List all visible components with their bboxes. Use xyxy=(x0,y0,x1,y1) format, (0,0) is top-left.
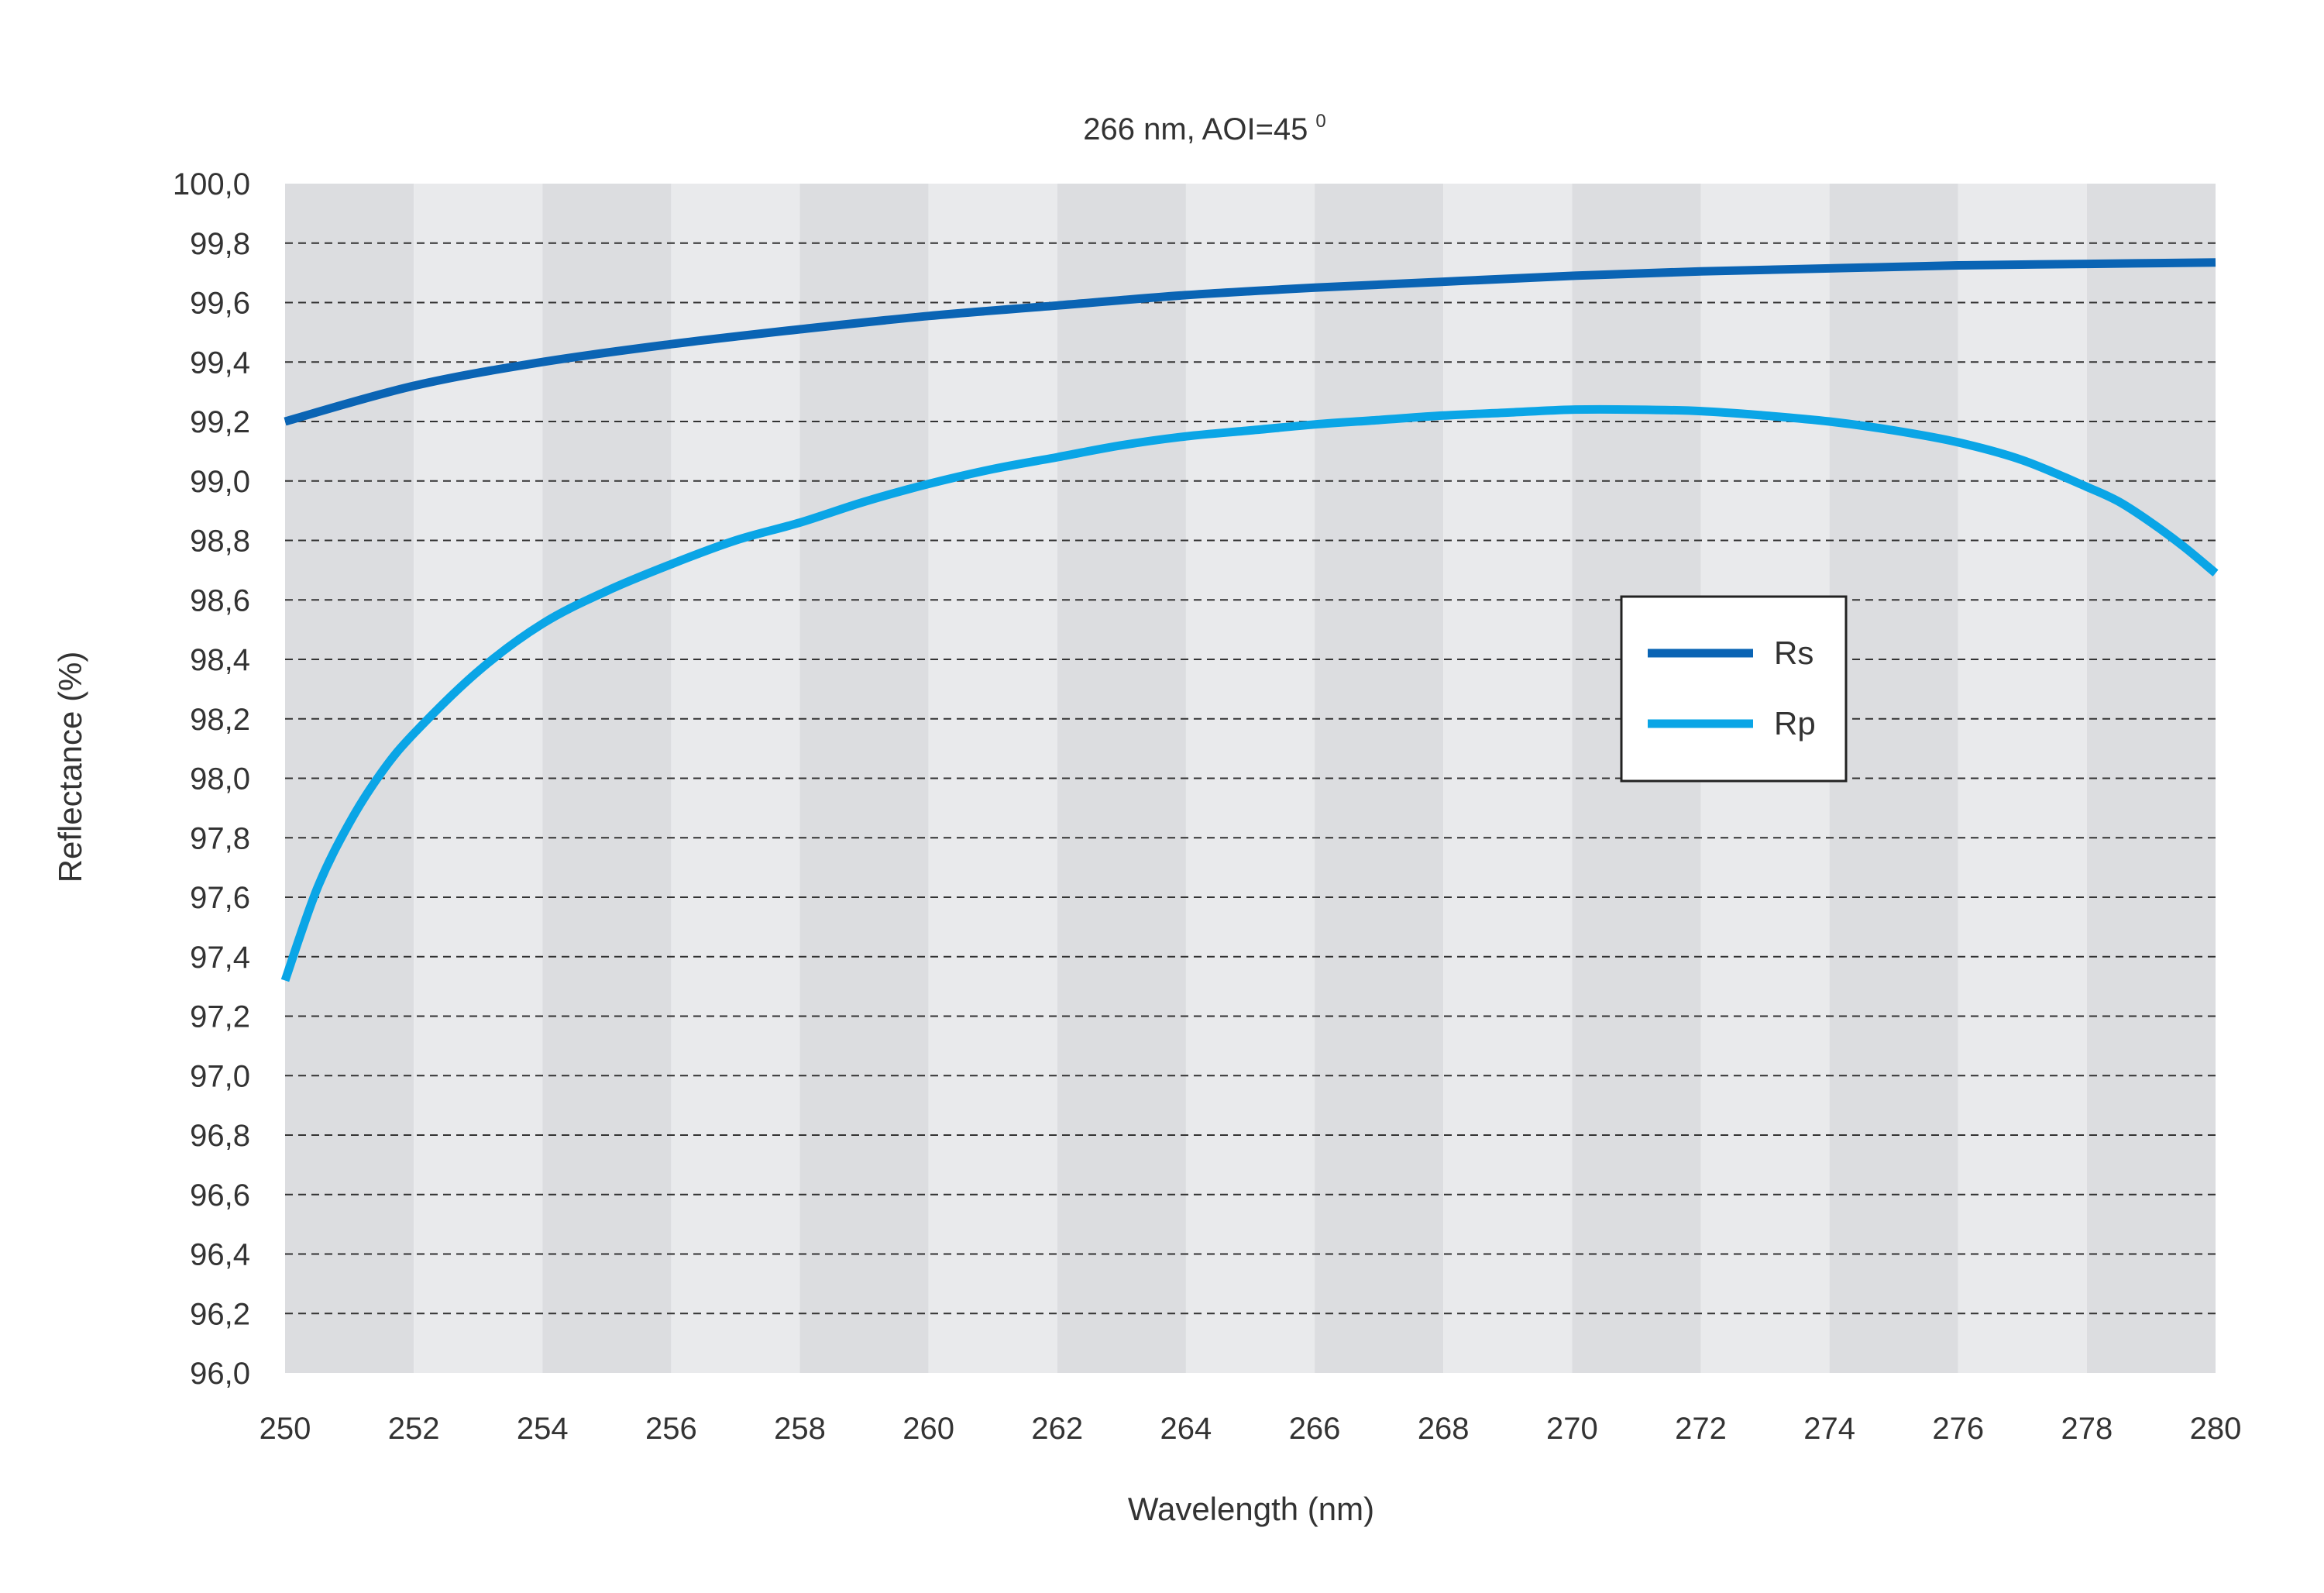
x-tick-labels: 250 252 254 256 258 260 262 264 266 268 270 272 274 2… xyxy=(260,1412,2242,1446)
y-tick-label: 98,4 xyxy=(190,643,250,677)
y-tick-label: 96,4 xyxy=(190,1238,250,1272)
grid-lines xyxy=(285,242,2216,1315)
x-tick-label: 268 xyxy=(1418,1412,1470,1446)
y-axis-label: Reflectance (%) xyxy=(52,652,88,883)
legend-box xyxy=(1620,595,1848,783)
x-tick-label: 276 xyxy=(1932,1412,1984,1446)
data-series xyxy=(280,258,2219,982)
y-tick-label: 97,0 xyxy=(190,1059,250,1093)
x-tick-label: 280 xyxy=(2190,1412,2242,1446)
y-tick-label: 99,0 xyxy=(190,465,250,499)
y-tick-label: 96,8 xyxy=(190,1119,250,1153)
y-tick-label: 99,8 xyxy=(190,227,250,261)
y-tick-label: 97,8 xyxy=(190,821,250,855)
x-tick-label: 264 xyxy=(1160,1412,1212,1446)
y-tick-label: 98,0 xyxy=(190,762,250,796)
series-line-rp xyxy=(280,404,2219,982)
y-tick-label: 98,8 xyxy=(190,525,250,559)
y-tick-label: 96,6 xyxy=(190,1178,250,1213)
y-tick-label: 99,6 xyxy=(190,287,250,321)
y-tick-label: 97,2 xyxy=(190,1000,250,1034)
y-tick-label: 99,2 xyxy=(190,405,250,439)
x-tick-label: 258 xyxy=(774,1412,826,1446)
series-line-rs xyxy=(284,258,2216,426)
x-tick-label: 254 xyxy=(517,1412,569,1446)
x-tick-label: 256 xyxy=(645,1412,697,1446)
y-tick-label: 100,0 xyxy=(173,167,250,201)
chart-title-superscript: 0 xyxy=(1315,111,1325,132)
y-tick-label: 96,0 xyxy=(190,1357,250,1391)
legend: Rs Rp xyxy=(1620,595,1848,783)
y-tick-labels: 96,0 96,2 96,4 96,6 96,8 97,0 97,2 97,4 97,6 97,8… xyxy=(173,167,250,1391)
x-tick-label: 270 xyxy=(1546,1412,1598,1446)
x-tick-label: 274 xyxy=(1803,1412,1855,1446)
background-bands xyxy=(285,184,2216,1373)
y-tick-label: 97,4 xyxy=(190,941,250,975)
x-tick-label: 250 xyxy=(260,1412,311,1446)
x-tick-label: 260 xyxy=(902,1412,954,1446)
y-tick-label: 96,2 xyxy=(190,1297,250,1331)
legend-label-rs: Rs xyxy=(1774,635,1813,671)
chart-title: 266 nm, AOI=45 0 xyxy=(1083,111,1326,146)
x-tick-label: 266 xyxy=(1289,1412,1341,1446)
legend-label-rp: Rp xyxy=(1774,705,1816,741)
x-tick-label: 272 xyxy=(1675,1412,1727,1446)
x-tick-label: 262 xyxy=(1031,1412,1083,1446)
y-tick-label: 98,2 xyxy=(190,703,250,737)
x-axis-label: Wavelength (nm) xyxy=(1128,1491,1374,1527)
x-tick-label: 252 xyxy=(388,1412,440,1446)
y-tick-label: 98,6 xyxy=(190,583,250,618)
y-tick-label: 97,6 xyxy=(190,881,250,915)
x-tick-label: 278 xyxy=(2061,1412,2113,1446)
y-tick-label: 99,4 xyxy=(190,346,250,380)
